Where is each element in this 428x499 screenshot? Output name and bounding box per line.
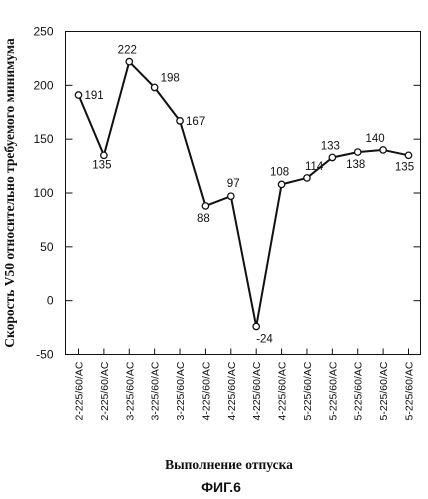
x-tick-label: 2-225/60/AC — [74, 361, 86, 420]
data-point — [355, 149, 361, 155]
series-layer — [75, 58, 411, 329]
x-tick-label: 5-225/60/AC — [353, 361, 365, 420]
data-label: -24 — [256, 334, 273, 346]
x-tick-label: 3-225/60/AC — [175, 361, 187, 420]
plot-area — [66, 32, 421, 355]
series-line — [79, 62, 409, 327]
data-label: 222 — [118, 45, 137, 57]
data-label: 97 — [227, 178, 240, 190]
data-point — [126, 58, 132, 64]
y-axis-title: Скорость V50 относительно требуемого мин… — [2, 38, 17, 348]
x-tick-label: 5-225/60/AC — [404, 361, 416, 420]
figure-caption: ФИГ.6 — [201, 479, 241, 495]
data-point — [329, 154, 335, 160]
data-point — [75, 92, 81, 98]
data-label: 133 — [321, 140, 340, 152]
data-label: 191 — [85, 90, 104, 102]
y-tick-label: 200 — [33, 78, 53, 92]
data-label: 88 — [197, 213, 210, 225]
data-point — [177, 118, 183, 124]
x-tick-label: 3-225/60/AC — [150, 361, 162, 420]
y-tick-label: 50 — [40, 240, 54, 254]
data-point — [278, 181, 284, 187]
data-point — [304, 175, 310, 181]
data-labels: 191 135 222 198 167 88 97 -24 108 114 133 138 140 135 — [85, 45, 415, 346]
data-label: 140 — [366, 133, 385, 145]
plot-frame — [66, 32, 421, 355]
data-label: 138 — [346, 159, 365, 171]
data-point — [405, 152, 411, 158]
data-label: 167 — [186, 116, 205, 128]
data-label: 114 — [305, 161, 324, 173]
y-tick-label: 250 — [33, 25, 53, 39]
data-point — [380, 147, 386, 153]
x-axis: 2-225/60/AC 2-225/60/AC 3-225/60/AC 3-225/6… — [74, 349, 416, 421]
data-label: 135 — [92, 159, 111, 171]
y-tick-label: 150 — [33, 132, 53, 146]
data-label: 135 — [395, 161, 414, 173]
x-tick-label: 4-225/60/AC — [200, 361, 212, 420]
data-point — [228, 193, 234, 199]
x-tick-label: 3-225/60/AC — [124, 361, 136, 420]
x-tick-label: 5-225/60/AC — [302, 361, 314, 420]
y-tick-label: 100 — [33, 186, 53, 200]
x-tick-label: 4-225/60/AC — [226, 361, 238, 420]
x-tick-label: 5-225/60/AC — [327, 361, 339, 420]
y-tick-label: -50 — [36, 348, 54, 362]
y-axis: -50 0 50 100 150 200 250 — [33, 25, 420, 362]
x-tick-label: 4-225/60/AC — [277, 361, 289, 420]
y-tick-label: 0 — [47, 294, 54, 308]
x-tick-label: 4-225/60/AC — [251, 361, 263, 420]
x-tick-label: 2-225/60/AC — [99, 361, 111, 420]
data-point — [151, 84, 157, 90]
x-tick-label: 5-225/60/AC — [378, 361, 390, 420]
data-point — [101, 152, 107, 158]
data-point — [202, 203, 208, 209]
data-label: 198 — [161, 72, 180, 84]
data-label: 108 — [270, 166, 289, 178]
data-point — [253, 323, 259, 329]
x-axis-title: Выполнение отпуска — [165, 457, 293, 472]
